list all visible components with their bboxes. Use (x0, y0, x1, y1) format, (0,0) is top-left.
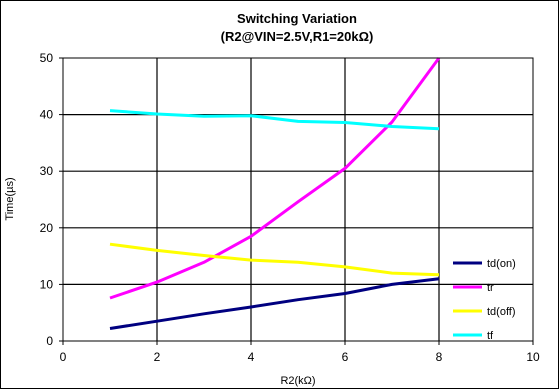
series-line-td-off (109, 242, 440, 277)
legend-label-td-off: td(off) (487, 306, 516, 318)
plot-area (63, 58, 533, 341)
x-tick-label: 6 (342, 350, 349, 364)
series-line-td-on (109, 277, 440, 330)
y-tick-label: 30 (40, 164, 54, 178)
x-tick-label: 8 (436, 350, 443, 364)
y-axis-label: Time(µs) (4, 177, 16, 220)
y-tick-label: 50 (40, 51, 54, 65)
series-layer (109, 57, 441, 330)
y-tick-label: 40 (40, 108, 54, 122)
chart-title: Switching Variation (237, 11, 357, 26)
x-tick-label: 2 (154, 350, 161, 364)
series-line-tr (109, 57, 441, 300)
legend: td(on) tr td(off) tf (453, 258, 516, 342)
legend-label-tf: tf (487, 330, 494, 342)
y-tick-label: 0 (46, 334, 53, 348)
x-axis-label: R2(kΩ) (280, 375, 315, 387)
series-line-tf (109, 109, 440, 131)
x-tick-label: 4 (248, 350, 255, 364)
plot-border (62, 57, 534, 342)
x-tick-label: 10 (526, 350, 540, 364)
y-tick-label: 10 (40, 277, 54, 291)
grid-layer (63, 58, 533, 341)
chart-subtitle: (R2@VIN=2.5V,R1=20kΩ) (221, 29, 374, 44)
tick-layer: 0 2 4 6 8 10 0 10 20 30 40 50 (40, 51, 540, 364)
legend-label-td-on: td(on) (487, 258, 516, 270)
x-tick-label: 0 (60, 350, 67, 364)
y-tick-label: 20 (40, 221, 54, 235)
legend-label-tr: tr (487, 282, 494, 294)
